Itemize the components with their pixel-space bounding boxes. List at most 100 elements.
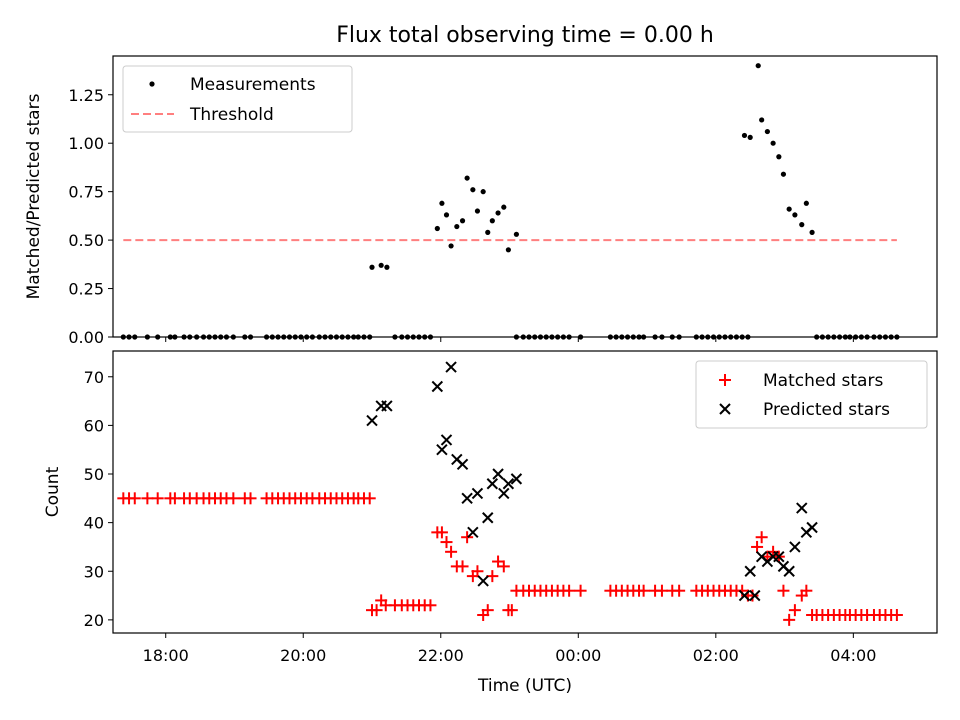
measurement-point <box>470 187 476 193</box>
matched-star-point <box>151 492 164 505</box>
matched-star-point <box>456 560 469 573</box>
top-y-tick-label: 0.50 <box>68 231 104 250</box>
measurement-point <box>443 212 450 218</box>
x-tick-label: 22:00 <box>418 646 464 665</box>
measurement-point <box>474 208 481 214</box>
top-y-tick-label: 1.25 <box>68 86 104 105</box>
top-legend-box <box>122 65 353 133</box>
predicted-star-point <box>467 526 479 539</box>
bottom-panel: 20 30 40 50 60 70 18:00 20:00 22:00 00:00 02:00 04… <box>43 350 938 696</box>
measurement-point <box>809 229 815 235</box>
top-y-tick-label: 0.75 <box>68 183 104 202</box>
predicted-star-point <box>436 443 448 456</box>
predicted-star-point <box>789 541 801 553</box>
top-legend: Measurements Threshold <box>122 65 353 133</box>
bottom-y-tick-label: 70 <box>84 368 104 387</box>
top-y-axis-label: Matched/Predicted stars <box>24 93 44 299</box>
matched-star-point <box>435 526 448 539</box>
matched-star-point <box>440 536 453 549</box>
measurement-point <box>384 264 390 270</box>
predicted-star-point <box>796 502 808 514</box>
matched-star-point <box>755 531 768 544</box>
measurement-point <box>799 222 805 228</box>
matched-star-point <box>461 531 474 544</box>
figure-title: Flux total observing time = 0.00 h <box>336 23 714 48</box>
matched-star-point <box>777 584 790 597</box>
measurement-point <box>434 225 440 232</box>
measurement-point <box>501 204 507 210</box>
measurement-point <box>513 231 520 237</box>
measurement-point <box>489 218 495 224</box>
bottom-legend-box <box>695 360 928 429</box>
measurement-point <box>464 175 470 181</box>
matched-star-point <box>655 584 668 597</box>
matched-star-point <box>505 604 518 617</box>
top-y-axis-ticks: 0.00 0.25 0.50 0.75 1.00 1.25 <box>68 86 113 347</box>
measurement-point <box>448 243 454 249</box>
predicted-star-point <box>366 414 378 427</box>
bottom-y-tick-label: 20 <box>84 611 104 630</box>
matched-star-point <box>141 492 154 505</box>
measurement-point <box>459 218 466 224</box>
matched-star-point <box>370 604 383 617</box>
measurement-point <box>776 154 782 160</box>
x-tick-label: 18:00 <box>143 646 189 665</box>
bottom-y-axis-label: Count <box>43 466 63 517</box>
matched-star-point <box>128 492 141 505</box>
measurement-point <box>786 206 792 212</box>
measurement-point <box>439 200 445 206</box>
x-tick-label: 04:00 <box>830 646 876 665</box>
predicted-star-point <box>502 478 515 490</box>
predicted-star-point <box>445 361 457 373</box>
x-tick-label: 02:00 <box>693 646 739 665</box>
measurement-point <box>741 132 748 139</box>
bottom-x-axis-ticks: 18:00 20:00 22:00 00:00 02:00 04:00 <box>143 633 876 665</box>
matched-star-point <box>746 589 759 602</box>
bottom-y-tick-label: 50 <box>84 465 104 484</box>
top-y-tick-label: 1.00 <box>68 134 104 153</box>
legend-measurements-marker <box>149 81 155 87</box>
top-panel: 0.00 0.25 0.50 0.75 1.00 1.25 Matched/Predict… <box>24 55 938 347</box>
matched-star-point <box>244 492 257 505</box>
bottom-y-tick-label: 30 <box>84 562 104 581</box>
measurement-point <box>770 140 776 146</box>
bottom-x-axis-label: Time (UTC) <box>477 676 572 696</box>
matched-star-point <box>800 584 813 597</box>
matched-star-point <box>227 492 240 505</box>
matched-star-point <box>637 584 650 597</box>
matched-star-point <box>497 560 510 573</box>
bottom-axes-frame <box>112 350 938 634</box>
measurement-point <box>792 212 798 218</box>
predicted-star-point <box>738 589 751 602</box>
measurement-point <box>485 229 491 235</box>
matched-star-point <box>673 584 686 597</box>
predicted-star-point <box>471 487 484 500</box>
top-axes-frame <box>112 55 938 338</box>
measurement-point <box>378 262 384 268</box>
matched-star-point <box>363 492 376 505</box>
matched-star-point <box>890 609 903 622</box>
matched-star-point <box>424 599 437 612</box>
top-y-tick-label: 0.00 <box>68 328 104 347</box>
matched-star-point <box>751 540 764 553</box>
predicted-star-point <box>456 458 469 470</box>
x-tick-label: 20:00 <box>280 646 326 665</box>
measurement-point <box>495 210 501 216</box>
predicted-star-point <box>492 468 504 480</box>
matched-star-point <box>563 584 576 597</box>
bottom-y-tick-label: 40 <box>84 514 104 533</box>
predicted-star-point <box>498 487 510 500</box>
predicted-star-point <box>431 380 444 393</box>
predicted-star-point <box>482 512 494 524</box>
matched-star-point <box>471 565 484 578</box>
measurement-point <box>755 63 761 69</box>
top-y-tick-label: 0.25 <box>68 280 104 299</box>
matched-star-point <box>486 570 499 583</box>
bottom-y-tick-label: 60 <box>84 416 104 435</box>
predicted-star-point <box>783 565 795 577</box>
predicted-star-point <box>440 434 453 446</box>
x-tick-label: 00:00 <box>555 646 601 665</box>
measurement-point <box>454 223 460 230</box>
bottom-legend: Matched stars Predicted stars <box>695 360 928 429</box>
